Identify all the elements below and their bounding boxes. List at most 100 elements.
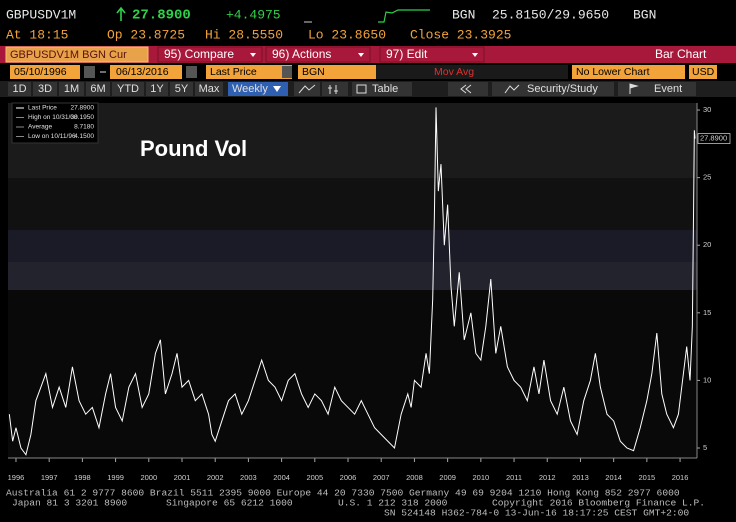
y-tick-label: 5	[703, 443, 707, 452]
table-icon	[356, 84, 367, 94]
legend-value: 27.8900	[71, 105, 95, 112]
back-button[interactable]	[448, 82, 488, 96]
table-button[interactable]	[352, 82, 412, 96]
event-button[interactable]	[618, 82, 696, 96]
time: At 18:15	[6, 27, 68, 42]
table: Table	[372, 83, 398, 95]
frequency-button[interactable]	[228, 82, 288, 96]
x-tick-label: 2013	[572, 473, 589, 482]
source-field[interactable]	[298, 65, 376, 79]
security-study: Security/Study	[527, 83, 598, 95]
x-tick-label: 2012	[539, 473, 556, 482]
y-tick-label: 10	[703, 375, 711, 384]
dropdown-arrow	[472, 53, 478, 57]
period-button[interactable]	[195, 82, 223, 96]
source-value: BGN	[302, 66, 325, 78]
sparkline	[378, 9, 430, 23]
study-icon	[504, 84, 520, 94]
calendar-icon[interactable]	[186, 66, 197, 78]
x-tick-label: 1998	[74, 473, 91, 482]
period-button[interactable]	[170, 82, 193, 96]
study-button[interactable]	[492, 82, 614, 96]
legend-value: 8.7180	[74, 124, 94, 131]
footer-line: Australia 61 2 9777 8600 Brazil 5511 239…	[6, 488, 680, 499]
menu-button[interactable]	[379, 46, 485, 63]
period: 5Y	[175, 83, 189, 95]
x-tick-label: 2009	[439, 473, 456, 482]
y-tick-label: 25	[703, 173, 711, 182]
ticker: GBPUSDV1M	[6, 7, 76, 22]
period: Max	[199, 83, 220, 95]
high: Hi 28.5550	[205, 27, 283, 42]
calendar-icon[interactable]	[84, 66, 95, 78]
bar-tool[interactable]	[322, 82, 348, 96]
x-tick-label: 1996	[8, 473, 25, 482]
study-field[interactable]	[376, 65, 568, 79]
start-date: 05/10/1996	[14, 66, 67, 78]
period-button[interactable]	[8, 82, 31, 96]
source: BGN	[633, 7, 656, 22]
legend-label: Low on 10/11/96	[28, 133, 76, 140]
currency: USD	[692, 66, 715, 78]
footer-line: Copyright 2016 Bloomberg Finance L.P.	[492, 498, 705, 509]
period-button[interactable]	[112, 82, 144, 96]
x-tick-label: 2014	[605, 473, 622, 482]
period: 1M	[64, 83, 79, 95]
x-tick-label: 1997	[41, 473, 58, 482]
flag-icon	[629, 83, 639, 94]
legend-value: 30.1950	[71, 114, 95, 121]
y-tick-label: 30	[703, 105, 711, 114]
footer-line: SN 524148 H362-784-0 13-Jun-16 18:17:25 …	[384, 508, 689, 519]
period-button[interactable]	[33, 82, 57, 96]
menu-item: 97) Edit	[386, 47, 428, 61]
y-tick-label: 15	[703, 308, 711, 317]
currency-field[interactable]	[689, 65, 717, 79]
legend-value: 4.1500	[74, 133, 94, 140]
frequency: Weekly	[232, 83, 268, 95]
security-field[interactable]	[5, 46, 149, 63]
period-button[interactable]	[86, 82, 110, 96]
band	[8, 262, 697, 290]
chart-type: Bar Chart	[655, 47, 707, 61]
lower-chart: No Lower Chart	[576, 66, 650, 78]
field-select[interactable]	[206, 65, 292, 79]
x-tick-label: 2010	[472, 473, 489, 482]
source: BGN	[452, 7, 475, 22]
close: Close 23.3925	[410, 27, 511, 42]
lower-chart-field[interactable]	[572, 65, 685, 79]
menu-button[interactable]	[265, 46, 371, 63]
y-tick-label: 20	[703, 240, 711, 249]
start-date-field[interactable]	[10, 65, 80, 79]
footer-line: U.S. 1 212 318 2000	[338, 498, 448, 509]
legend-label: Last Price	[28, 105, 57, 112]
dropdown[interactable]	[282, 66, 292, 78]
legend-box	[11, 102, 99, 144]
x-tick-label: 1999	[107, 473, 124, 482]
x-tick-label: 2001	[174, 473, 191, 482]
line-tool[interactable]	[294, 82, 320, 96]
period-button[interactable]	[59, 82, 84, 96]
line-icon	[298, 84, 316, 94]
period-button[interactable]	[146, 82, 168, 96]
x-tick-label: 2008	[406, 473, 423, 482]
bar-icon	[328, 85, 338, 94]
price-line	[8, 107, 696, 456]
x-tick-label: 2005	[306, 473, 323, 482]
security-text: GBPUSDV1M BGN Cur	[10, 49, 127, 61]
study-value: Mov Avg	[434, 66, 474, 78]
dropdown-arrow	[273, 86, 281, 92]
chart: Pound Vol 5 10 15 20 25 30 1996 1997 1998 1999 200…	[8, 102, 731, 482]
legend-label: Average	[28, 124, 52, 131]
end-date-field[interactable]	[110, 65, 182, 79]
x-tick-label: 2002	[207, 473, 224, 482]
band	[8, 103, 697, 178]
x-tick-label: 2006	[340, 473, 357, 482]
menu-button[interactable]	[157, 46, 263, 63]
chart-title: Pound Vol	[140, 136, 247, 161]
last-price: 27.8900	[132, 8, 191, 24]
net-change: +4.4975	[226, 7, 281, 22]
field-value: Last Price	[210, 66, 257, 78]
band	[8, 230, 697, 262]
legend-label: High on 10/31/08	[28, 114, 78, 121]
